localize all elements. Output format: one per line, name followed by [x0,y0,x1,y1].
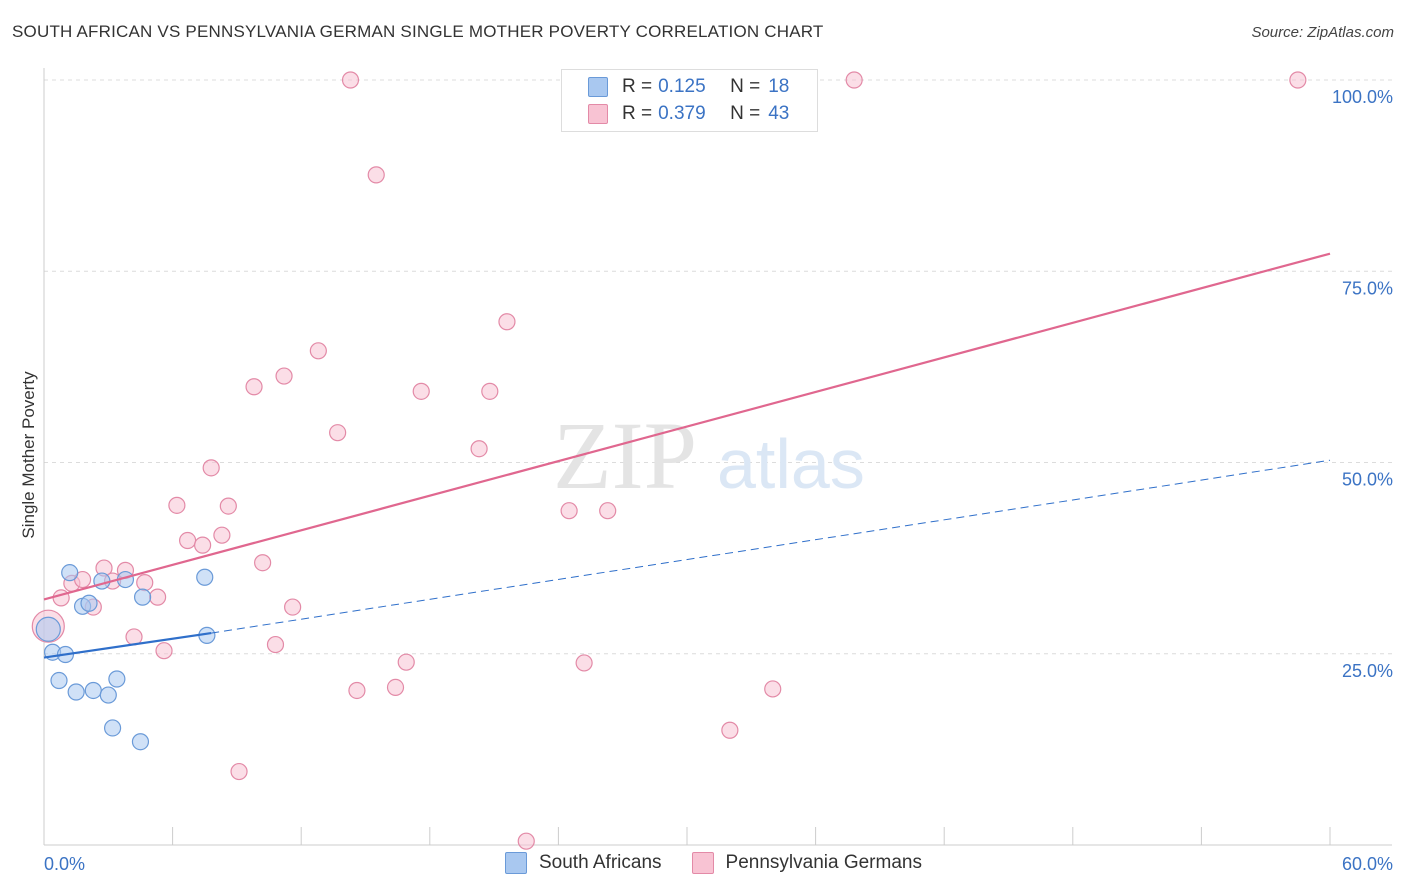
chart-source: Source: ZipAtlas.com [1251,24,1394,41]
point-pennsylvania-germans [845,71,863,89]
point-pennsylvania-germans [575,654,593,672]
legend-row-south-africans: R = 0.125 N = 18 [588,75,789,99]
series-legend-pennsylvania-germans[interactable]: Pennsylvania Germans [691,852,922,874]
point-pennsylvania-germans [245,378,263,396]
point-pennsylvania-germans [386,678,405,697]
legend-n-label: N = [730,76,761,97]
point-pennsylvania-germans [397,653,415,671]
series-label-pennsylvania-germans: Pennsylvania Germans [725,852,922,873]
legend-n-value: 18 [768,76,790,97]
watermark: ZIP atlas [553,402,865,509]
point-pennsylvania-germans [213,526,231,544]
point-south-africans [67,683,85,701]
legend-swatch-pennsylvania-germans [588,104,608,124]
series-swatch-south-africans [505,852,527,874]
point-pennsylvania-germans [470,440,488,458]
point-pennsylvania-germans [498,313,516,331]
point-pennsylvania-germans [219,497,237,515]
y-tick-label: 50.0% [1342,470,1393,490]
correlation-legend: R = 0.125 N = 18 R = 0.379 N = 43 [561,69,818,132]
y-tick-label: 25.0% [1342,661,1393,681]
point-south-africans [196,568,214,586]
point-pennsylvania-germans [148,588,167,606]
point-south-africans [80,594,98,612]
legend-row-pennsylvania-germans: R = 0.379 N = 43 [588,102,789,126]
x-tick-label: 60.0% [1342,854,1393,874]
point-south-africans [50,671,68,690]
point-pennsylvania-germans [412,382,430,400]
series-label-south-africans: South Africans [539,852,662,873]
y-tick-label: 100.0% [1332,87,1393,107]
point-south-africans [61,564,79,582]
series-swatch-pennsylvania-germans [691,852,714,874]
trend-line-pennsylvania-germans [43,252,1331,601]
legend-r-value: 0.125 [658,76,706,97]
legend-r-label: R = [622,76,653,97]
point-south-africans [35,616,61,642]
point-pennsylvania-germans [367,166,385,184]
point-pennsylvania-germans [168,496,186,514]
point-pennsylvania-germans [179,531,197,550]
point-pennsylvania-germans [155,642,173,660]
point-pennsylvania-germans [284,598,302,616]
point-pennsylvania-germans [481,382,499,400]
point-pennsylvania-germans [341,71,360,89]
legend-n-label: N = [730,103,761,124]
point-pennsylvania-germans [764,680,782,698]
point-pennsylvania-germans [329,424,347,442]
point-south-africans [93,572,111,590]
point-pennsylvania-germans [136,574,154,592]
x-tick-label: 0.0% [44,854,85,874]
legend-swatch-south-africans [588,77,608,97]
watermark-atlas: atlas [717,425,865,503]
legend-n-value: 43 [768,103,790,124]
point-pennsylvania-germans [721,721,739,739]
point-pennsylvania-germans [266,635,285,654]
y-tick-label: 75.0% [1342,278,1393,298]
point-pennsylvania-germans [560,502,578,520]
point-pennsylvania-germans [599,502,617,520]
chart-title: SOUTH AFRICAN VS PENNSYLVANIA GERMAN SIN… [12,22,824,41]
point-south-africans [99,686,117,704]
point-pennsylvania-germans [254,554,272,572]
point-south-africans [103,719,122,737]
series-legend: South Africans Pennsylvania Germans [505,852,952,874]
axes [43,68,1392,846]
point-south-africans [108,670,126,688]
grid-lines [44,79,1392,655]
axis-labels: Single Mother Poverty 25.0% 50.0% 75.0% 100… [19,87,1393,874]
series-legend-south-africans[interactable]: South Africans [505,852,662,874]
legend-r-value: 0.379 [658,103,706,124]
point-pennsylvania-germans [194,536,212,554]
watermark-zip: ZIP [553,402,697,509]
trend-lines [43,252,1331,659]
point-pennsylvania-germans [230,762,248,781]
legend-r-label: R = [622,103,653,124]
trend-line-south-africans [43,632,212,659]
point-pennsylvania-germans [1289,71,1307,89]
trend-line-south-africans-extension [211,459,1331,634]
point-south-africans [133,588,152,606]
point-pennsylvania-germans [348,681,366,700]
point-south-africans [84,681,102,700]
point-pennsylvania-germans [275,367,293,385]
y-axis-title: Single Mother Poverty [19,371,38,539]
point-pennsylvania-germans [517,832,535,850]
point-pennsylvania-germans [309,342,327,360]
point-pennsylvania-germans [202,459,220,477]
point-south-africans [131,733,150,751]
